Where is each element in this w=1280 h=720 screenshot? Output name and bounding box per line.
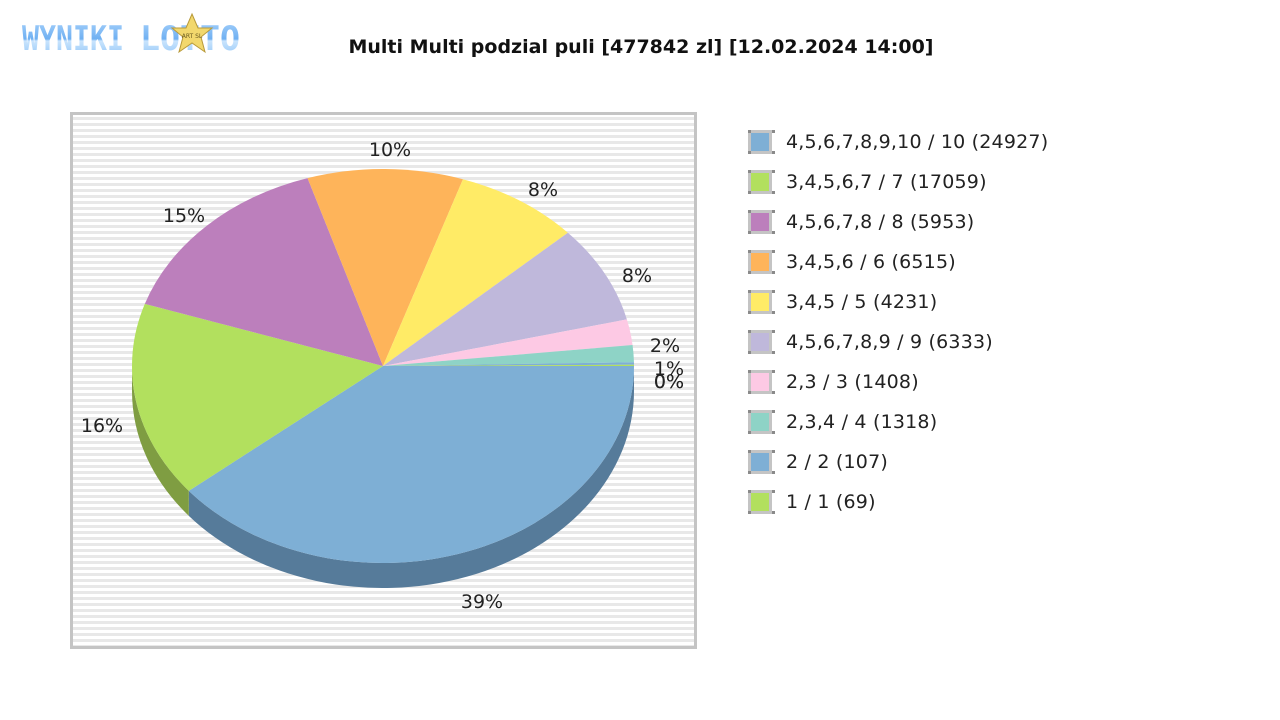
logo-text-left: WYNIKI	[22, 19, 124, 58]
pie-slice-side	[132, 366, 189, 516]
pie-slice-label: 1%	[654, 358, 684, 380]
pie-labels: 39%16%15%10%8%8%2%1%0%0%	[81, 139, 684, 613]
pie-slice[interactable]	[131, 303, 383, 491]
legend-label: 4,5,6,7,8,9,10 / 10 (24927)	[786, 131, 1049, 153]
pie-slice[interactable]	[188, 366, 635, 563]
pie-slice[interactable]	[383, 362, 634, 366]
legend-item[interactable]: 4,5,6,7,8,9 / 9 (6333)	[748, 322, 1048, 362]
plot-frame-right	[694, 112, 697, 649]
pie-depth	[132, 366, 635, 588]
pie-slices	[131, 169, 635, 563]
pie-slice-label: 8%	[622, 265, 652, 287]
pie-slice[interactable]	[383, 179, 568, 366]
legend-label: 2,3 / 3 (1408)	[786, 371, 919, 393]
legend-swatch-icon	[748, 410, 772, 434]
pie-slice-label: 0%	[654, 371, 684, 393]
pie-slice[interactable]	[383, 319, 633, 366]
legend-label: 4,5,6,7,8 / 8 (5953)	[786, 211, 975, 233]
legend-label: 1 / 1 (69)	[786, 491, 876, 513]
pie-slice-side	[188, 366, 635, 588]
legend-item[interactable]: 3,4,5 / 5 (4231)	[748, 282, 1048, 322]
legend-swatch-icon	[748, 450, 772, 474]
plot-frame-bottom	[70, 646, 697, 649]
pie-slice-label: 2%	[650, 335, 680, 357]
chart-title: Multi Multi podzial puli [477842 zl] [12…	[348, 36, 934, 58]
star-icon	[170, 12, 214, 54]
legend-item[interactable]: 3,4,5,6 / 6 (6515)	[748, 242, 1048, 282]
legend-swatch-icon	[748, 370, 772, 394]
logo-star-text: ART SL	[182, 33, 203, 40]
pie-slice[interactable]	[383, 232, 627, 366]
pie-slice-label: 10%	[369, 139, 411, 161]
pie-slice[interactable]	[383, 344, 634, 366]
legend-label: 3,4,5,6 / 6 (6515)	[786, 251, 956, 273]
legend-label: 3,4,5,6,7 / 7 (17059)	[786, 171, 987, 193]
legend-swatch-icon	[748, 250, 772, 274]
pie-slice[interactable]	[307, 169, 463, 366]
pie-slice-label: 16%	[81, 415, 123, 437]
pie-slice-label: 0%	[654, 371, 684, 393]
legend-label: 4,5,6,7,8,9 / 9 (6333)	[786, 331, 993, 353]
legend-item[interactable]: 2,3,4 / 4 (1318)	[748, 402, 1048, 442]
legend-item[interactable]: 2 / 2 (107)	[748, 442, 1048, 482]
plot-frame-top	[70, 112, 697, 115]
legend-swatch-icon	[748, 210, 772, 234]
legend-item[interactable]: 1 / 1 (69)	[748, 482, 1048, 522]
legend-item[interactable]: 4,5,6,7,8 / 8 (5953)	[748, 202, 1048, 242]
legend-item[interactable]: 3,4,5,6,7 / 7 (17059)	[748, 162, 1048, 202]
pie-slice-label: 8%	[528, 179, 558, 201]
pie-slice[interactable]	[383, 364, 634, 366]
legend-swatch-icon	[748, 290, 772, 314]
legend-label: 2,3,4 / 4 (1318)	[786, 411, 938, 433]
pie-slice-label: 15%	[163, 205, 205, 227]
legend-label: 3,4,5 / 5 (4231)	[786, 291, 938, 313]
legend-swatch-icon	[748, 170, 772, 194]
chart-legend: 4,5,6,7,8,9,10 / 10 (24927) 3,4,5,6,7 / …	[748, 122, 1048, 522]
legend-item[interactable]: 2,3 / 3 (1408)	[748, 362, 1048, 402]
pie-slice-label: 39%	[461, 591, 503, 613]
legend-label: 2 / 2 (107)	[786, 451, 888, 473]
legend-swatch-icon	[748, 130, 772, 154]
legend-item[interactable]: 4,5,6,7,8,9,10 / 10 (24927)	[748, 122, 1048, 162]
wyniki-lotto-logo[interactable]: WYNIKI LOTTO ART SL	[22, 12, 242, 58]
legend-swatch-icon	[748, 490, 772, 514]
pie-chart-plot: 39%16%15%10%8%8%2%1%0%0%	[70, 112, 697, 649]
plot-frame-left	[70, 112, 73, 649]
pie-slice[interactable]	[144, 178, 383, 366]
legend-swatch-icon	[748, 330, 772, 354]
